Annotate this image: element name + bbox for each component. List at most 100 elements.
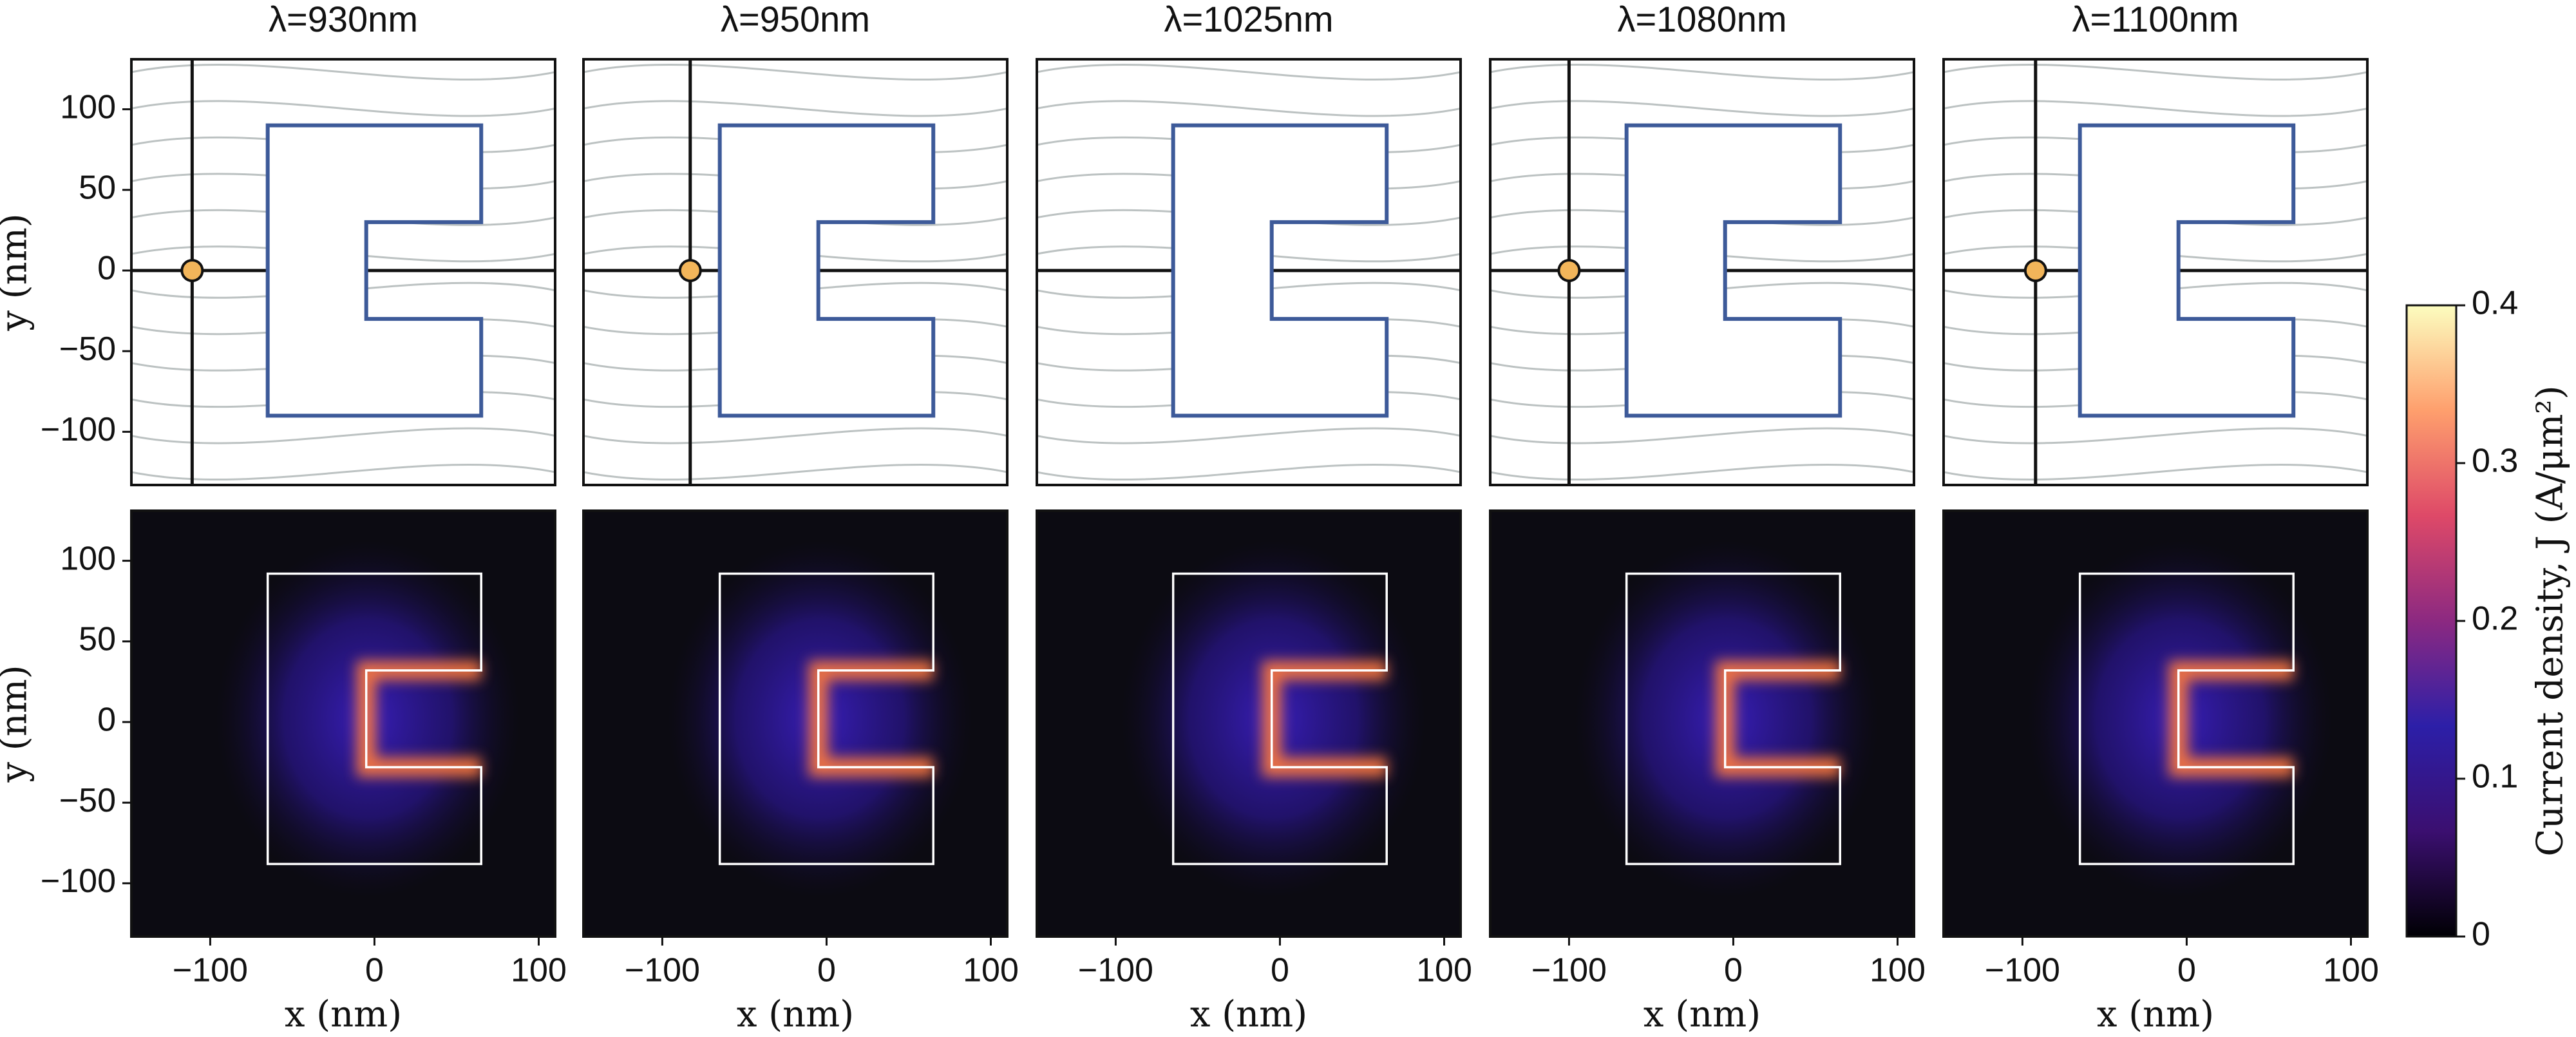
structure-outline — [1624, 123, 1842, 418]
axes-frame — [1036, 509, 1462, 938]
x-tick-label: −100 — [173, 952, 248, 989]
x-tick-label: 100 — [963, 952, 1019, 989]
streamline — [1037, 100, 1461, 117]
plot-area — [1944, 59, 2367, 485]
saddle-point — [1557, 258, 1581, 282]
x-tick-label: −100 — [1531, 952, 1607, 989]
structure-outline — [717, 123, 936, 418]
plot-area — [1490, 511, 1914, 937]
y-tick-label: 0 — [97, 250, 116, 287]
streamline — [131, 63, 555, 81]
streamline — [1944, 427, 2367, 444]
x-tick-label: −100 — [625, 952, 700, 989]
plot-area — [1490, 59, 1914, 485]
x-axis-label: x (nm) — [1190, 994, 1307, 1036]
axes-frame — [582, 58, 1009, 486]
streamline — [583, 100, 1007, 117]
structure-outline — [1171, 123, 1389, 418]
structure-outline — [2078, 123, 2296, 418]
streamline — [1490, 463, 1914, 481]
panel-title: λ=930nm — [269, 0, 418, 39]
plot-area — [1944, 511, 2367, 937]
x-tick-label: 100 — [2323, 952, 2379, 989]
structure-outline — [265, 123, 484, 418]
structure-outline — [1625, 572, 1841, 866]
x-tick-label: 0 — [2177, 952, 2196, 989]
streamline — [1037, 463, 1461, 481]
y-tick-label: 50 — [79, 621, 116, 658]
streamline — [1490, 427, 1914, 444]
x-axis-label: x (nm) — [2097, 994, 2214, 1036]
colorbar-tick-label: 0.4 — [2472, 285, 2518, 322]
y-axis-label: y (nm) — [0, 665, 35, 783]
streamline — [131, 427, 555, 444]
panel-title: λ=1100nm — [2072, 0, 2239, 39]
panel-title: λ=950nm — [721, 0, 870, 39]
axes-frame — [1036, 58, 1462, 486]
y-tick-label: −100 — [41, 862, 116, 900]
x-tick-label: −100 — [1078, 952, 1153, 989]
plot-area — [131, 59, 555, 485]
axes-frame — [1942, 58, 2369, 486]
y-tick-label: 0 — [97, 701, 116, 739]
streamline — [1037, 427, 1461, 444]
structure-outline — [1171, 572, 1388, 866]
streamline — [1490, 63, 1914, 81]
streamline — [131, 463, 555, 481]
plot-area — [131, 511, 555, 937]
streamline — [1037, 63, 1461, 81]
saddle-point — [678, 258, 702, 282]
plot-area — [583, 59, 1007, 485]
x-tick-label: 0 — [1724, 952, 1743, 989]
axes-frame — [130, 58, 556, 486]
streamline — [1490, 100, 1914, 117]
x-tick-label: 100 — [1870, 952, 1926, 989]
structure-outline — [266, 572, 482, 866]
axes-frame — [1489, 58, 1915, 486]
streamline — [1944, 63, 2367, 81]
saddle-point — [2023, 258, 2047, 282]
streamline — [583, 427, 1007, 444]
y-tick-label: −100 — [41, 411, 116, 448]
x-tick-label: −100 — [1985, 952, 2060, 989]
x-tick-label: 0 — [1271, 952, 1289, 989]
streamline — [131, 100, 555, 117]
axes-frame — [130, 509, 556, 938]
axes-frame — [582, 509, 1009, 938]
panel-title: λ=1025nm — [1164, 0, 1333, 39]
colorbar-tick-label: 0 — [2472, 916, 2490, 953]
structure-outline — [2078, 572, 2295, 866]
plot-area — [1037, 59, 1461, 485]
colorbar-label: Current density, J (A/μm²) — [2530, 385, 2571, 856]
streamline — [583, 463, 1007, 481]
structure-outline — [718, 572, 934, 866]
y-tick-label: 100 — [60, 540, 116, 577]
colorbar-tick-label: 0.1 — [2472, 758, 2518, 795]
x-tick-label: 0 — [365, 952, 384, 989]
plot-area — [1037, 511, 1461, 937]
x-axis-label: x (nm) — [285, 994, 402, 1036]
x-axis-label: x (nm) — [1643, 994, 1761, 1036]
streamline — [583, 63, 1007, 81]
y-tick-label: −50 — [59, 330, 116, 368]
y-tick-label: 100 — [60, 88, 116, 126]
x-tick-label: 0 — [817, 952, 836, 989]
y-axis-label: y (nm) — [0, 213, 35, 331]
saddle-point — [180, 258, 204, 282]
x-tick-label: 100 — [1416, 952, 1472, 989]
x-axis-label: x (nm) — [737, 994, 854, 1036]
plot-area — [583, 511, 1007, 937]
colorbar-tick-label: 0.2 — [2472, 600, 2518, 638]
axes-frame — [1489, 509, 1915, 938]
colorbar-tick-label: 0.3 — [2472, 442, 2518, 480]
panel-title: λ=1080nm — [1617, 0, 1786, 39]
streamline — [1944, 463, 2367, 481]
x-tick-label: 100 — [511, 952, 567, 989]
streamline — [1944, 100, 2367, 117]
axes-frame — [1942, 509, 2369, 938]
y-tick-label: −50 — [59, 782, 116, 819]
y-tick-label: 50 — [79, 169, 116, 207]
colorbar — [2405, 304, 2458, 938]
